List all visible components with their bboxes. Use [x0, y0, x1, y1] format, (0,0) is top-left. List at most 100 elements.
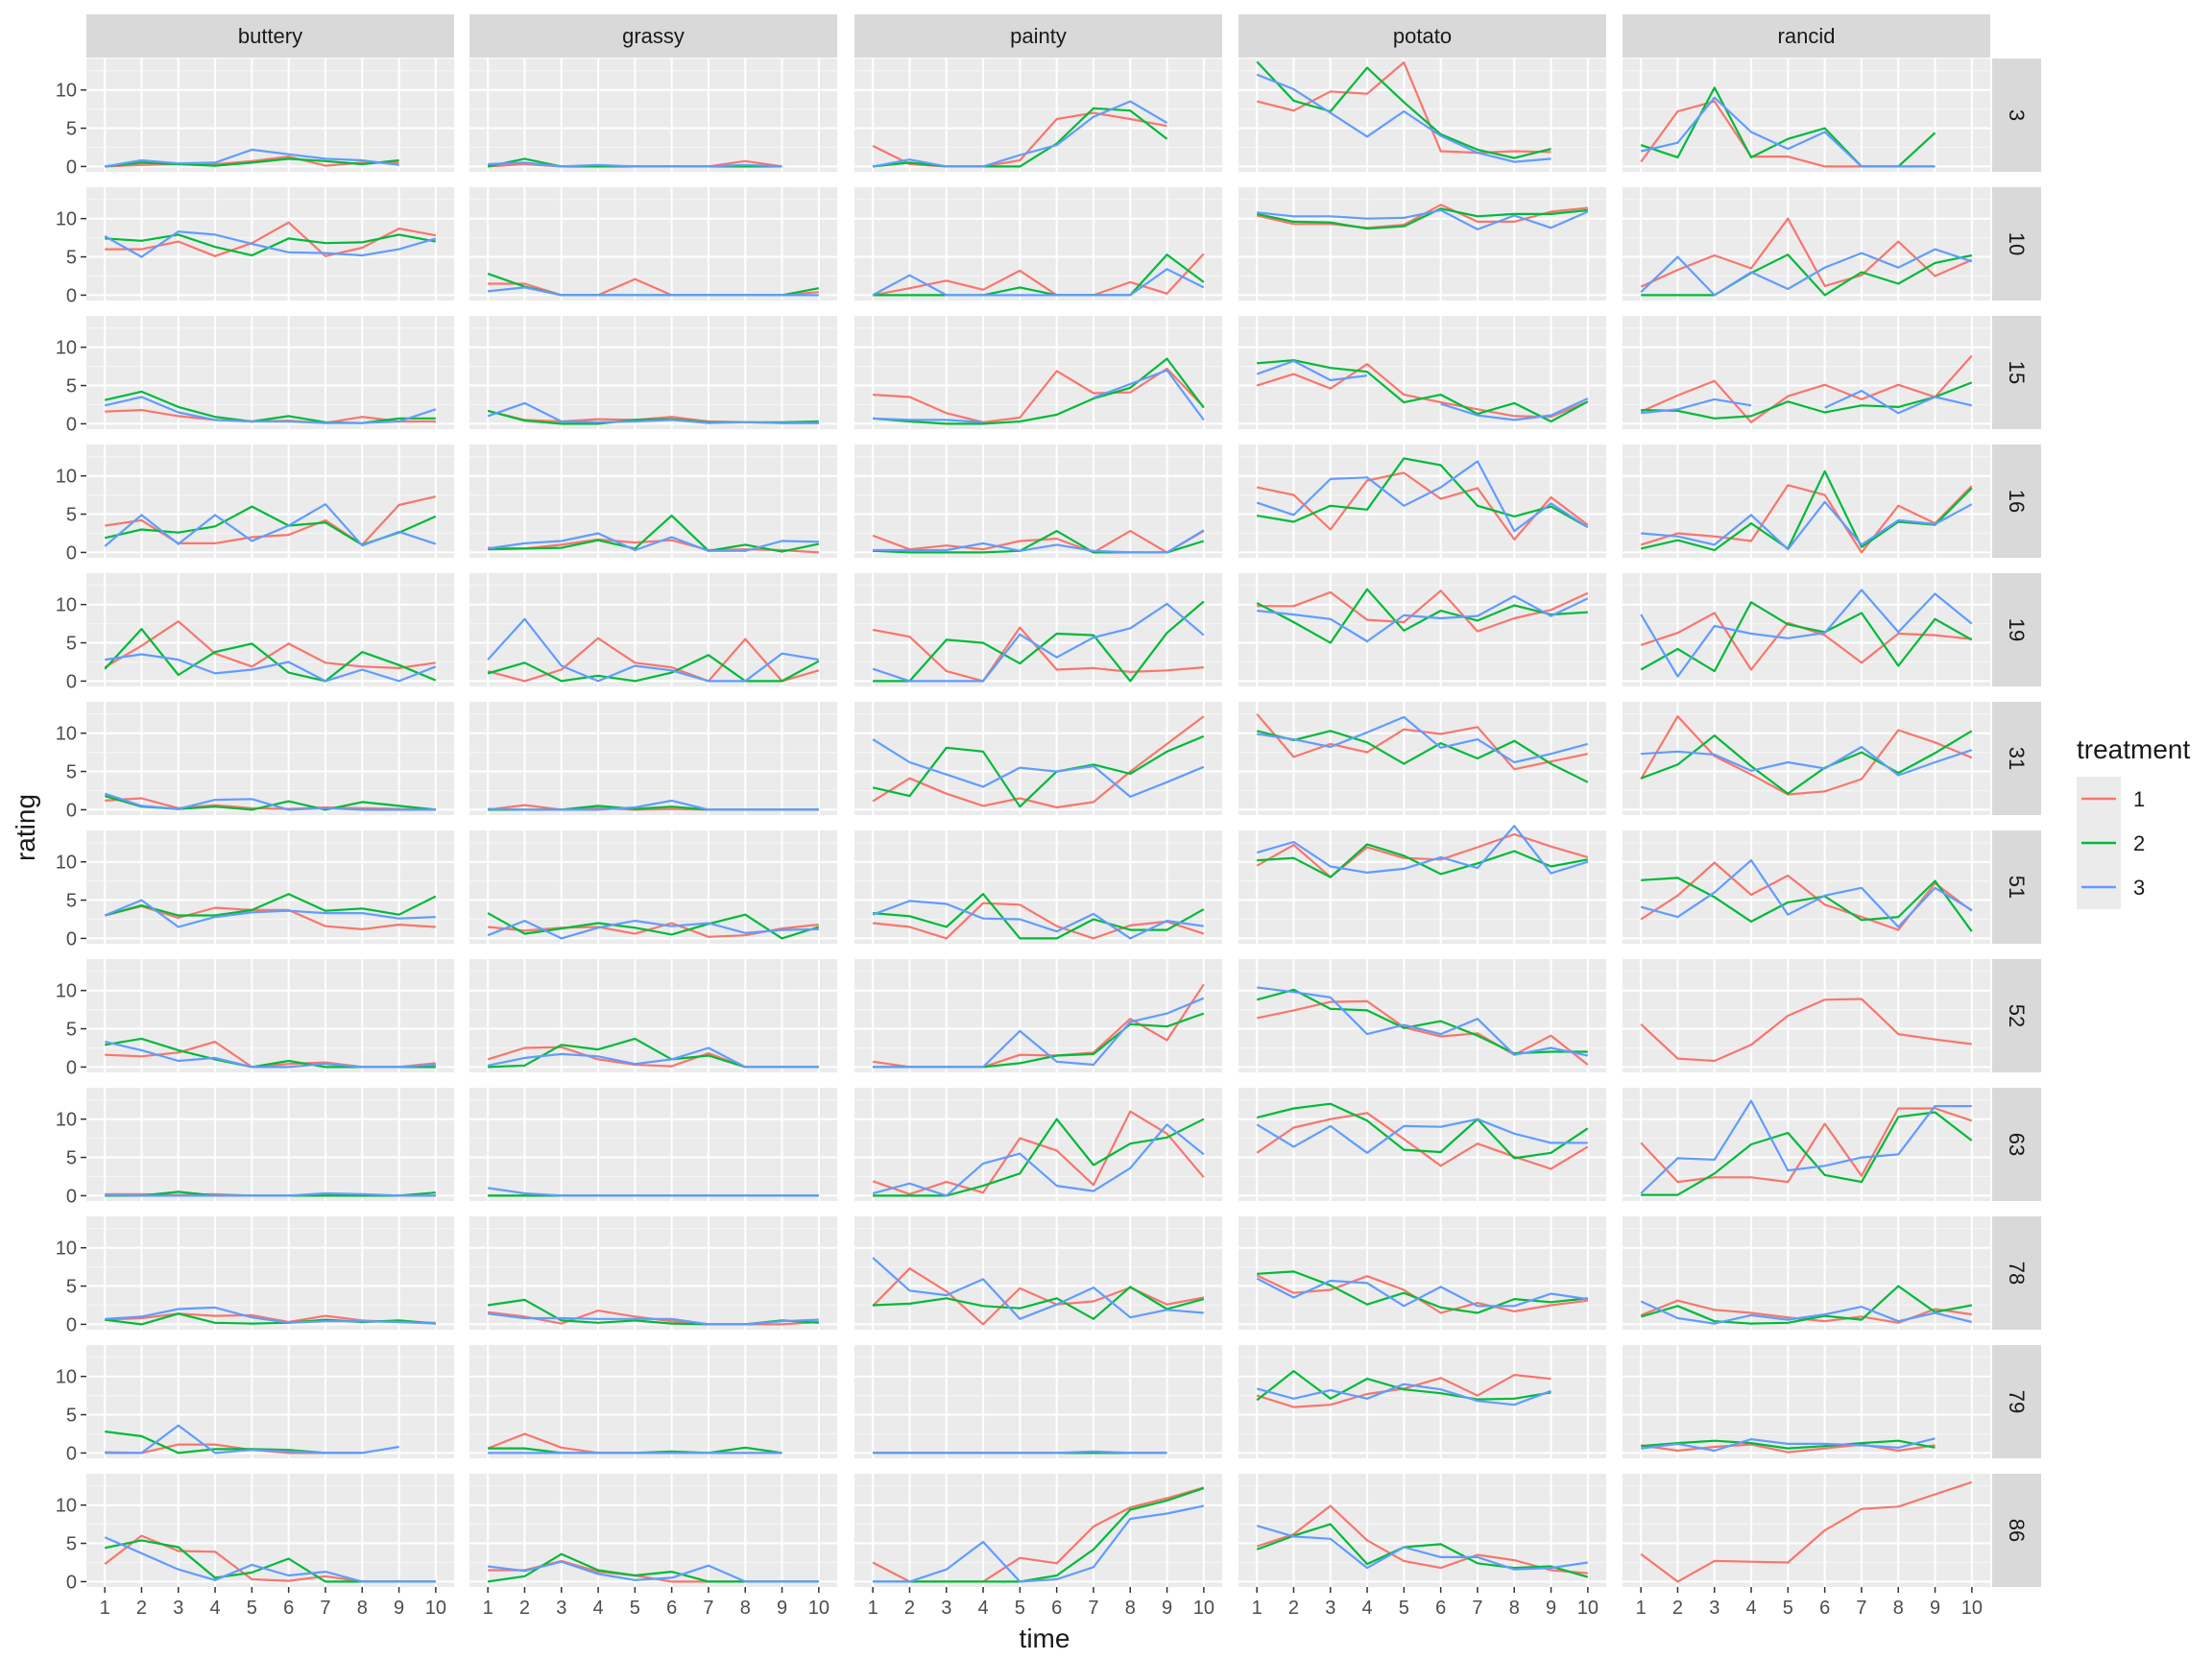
facet-strip-potato: potato: [1238, 14, 1606, 58]
series-3-line: [1640, 96, 1936, 168]
x-tick-label: 9: [777, 1598, 787, 1619]
series-2-line: [873, 600, 1205, 683]
facet-grid: buttery grassy painty potato rancid310151619…: [56, 14, 2041, 1619]
x-tick-label: 5: [630, 1598, 640, 1619]
x-tick-label: 2: [136, 1598, 147, 1619]
series-2-line: [1256, 1369, 1551, 1402]
panel-15-painty: [854, 316, 1222, 429]
series-1-line: [1640, 714, 1973, 796]
row-label-10: 10: [2005, 232, 2029, 255]
y-axis-row-51: 0 5 10: [56, 853, 86, 950]
x-tick-label: 2: [519, 1598, 530, 1619]
panel-79-rancid: [1623, 1345, 1990, 1458]
row-label-86: 86: [2005, 1519, 2029, 1542]
series-2-line: [1256, 588, 1588, 644]
series-3-line: [1641, 500, 1973, 551]
series-3-line: [1256, 359, 1368, 382]
series-3-line: [1256, 1525, 1588, 1571]
x-tick-label: 3: [1325, 1598, 1335, 1619]
panel-31-painty: [854, 702, 1222, 815]
series-2-line: [1641, 253, 1973, 297]
facet-strip-painty: painty: [854, 14, 1222, 58]
legend-label-1: 1: [2133, 787, 2145, 811]
series-1-line: [1256, 1112, 1589, 1170]
x-axis-grassy: 1 2 3 4 5 6 7 8 9 10: [483, 1587, 830, 1619]
row-label-3: 3: [2005, 109, 2029, 121]
row-label-52: 52: [2005, 1004, 2029, 1027]
series-1-line: [1640, 484, 1973, 554]
series-2-line: [1641, 1111, 1973, 1196]
series-3-line: [872, 602, 1205, 683]
x-tick-label: 8: [740, 1598, 751, 1619]
panel-3-painty: [854, 59, 1222, 172]
legend-keys: 1 2 3: [2077, 777, 2145, 909]
panel-10-buttery: [86, 187, 454, 301]
panel-16-rancid: [1623, 445, 1990, 558]
x-tick-label: 10: [1193, 1598, 1214, 1619]
panel-31-potato: [1238, 702, 1606, 815]
x-tick-label: 8: [1509, 1598, 1520, 1619]
panel-10-grassy: [469, 187, 837, 301]
y-axis-row-79: 0 5 10: [56, 1367, 86, 1464]
x-tick-label: 3: [556, 1598, 566, 1619]
legend-key-3: 3: [2077, 865, 2145, 909]
series-2-line: [487, 912, 820, 940]
row-strip-3: 3: [1992, 59, 2041, 172]
y-tick-label: 5: [66, 1534, 77, 1555]
facet-label-painty: painty: [1010, 24, 1067, 48]
row-strip-15: 15: [1992, 316, 2041, 429]
row-strip-78: 78: [1992, 1216, 2041, 1330]
panel-15-grassy: [469, 316, 837, 429]
row-strip-79: 79: [1992, 1345, 2041, 1458]
row-label-51: 51: [2005, 876, 2029, 899]
y-axis-row-86: 0 5 10: [56, 1496, 86, 1593]
series-2-line: [1257, 359, 1589, 423]
series-2-line: [1640, 469, 1973, 552]
y-axis-row-78: 0 5 10: [56, 1238, 86, 1335]
series-2-line: [105, 157, 399, 168]
series-3-line: [487, 1187, 819, 1197]
panel-63-painty: [854, 1088, 1222, 1201]
panel-10-painty: [854, 187, 1222, 301]
panel-10-potato: [1238, 187, 1606, 301]
x-tick-label: 3: [1709, 1598, 1719, 1619]
panel-78-buttery: [86, 1216, 454, 1330]
y-tick-label: 10: [56, 1238, 77, 1260]
series-3-line: [105, 1424, 399, 1455]
panel-19-potato: [1238, 573, 1606, 686]
legend-label-2: 2: [2133, 831, 2145, 855]
panel-3-grassy: [469, 59, 837, 172]
x-tick-label: 5: [1015, 1598, 1025, 1619]
series-2-line: [873, 253, 1205, 297]
series-1-line: [1640, 998, 1972, 1063]
series-3-line: [1093, 369, 1205, 421]
series-3-line: [104, 1536, 436, 1583]
series-3-line: [1257, 986, 1589, 1057]
x-tick-label: 6: [1819, 1598, 1830, 1619]
y-tick-label: 5: [66, 376, 77, 397]
series-2-line: [104, 628, 437, 683]
x-axis-buttery: 1 2 3 4 5 6 7 8 9 10: [100, 1587, 446, 1619]
panel-86-painty: [854, 1474, 1222, 1587]
series-3-line: [1440, 397, 1589, 421]
series-1-line: [1641, 1443, 1936, 1454]
panel-19-grassy: [469, 573, 837, 686]
panel-10-rancid: [1623, 187, 1990, 301]
y-tick-label: 5: [66, 1148, 77, 1169]
x-tick-label: 6: [1435, 1598, 1446, 1619]
y-axis-row-31: 0 5 10: [56, 724, 86, 821]
series-3-line: [1256, 1118, 1588, 1154]
series-2-line: [1257, 843, 1589, 878]
series-3-line: [1256, 1382, 1551, 1407]
series-3-line: [487, 919, 819, 940]
series-3-line: [1256, 460, 1589, 533]
series-3-line: [104, 396, 437, 424]
y-tick-label: 5: [66, 634, 77, 655]
panel-3-buttery: [86, 59, 454, 172]
series-1-line: [1257, 589, 1589, 633]
series-2-line: [1640, 601, 1973, 673]
x-tick-label: 1: [1636, 1598, 1647, 1619]
series-3-line: [872, 268, 1205, 297]
facet-strip-grassy: grassy: [469, 14, 837, 58]
